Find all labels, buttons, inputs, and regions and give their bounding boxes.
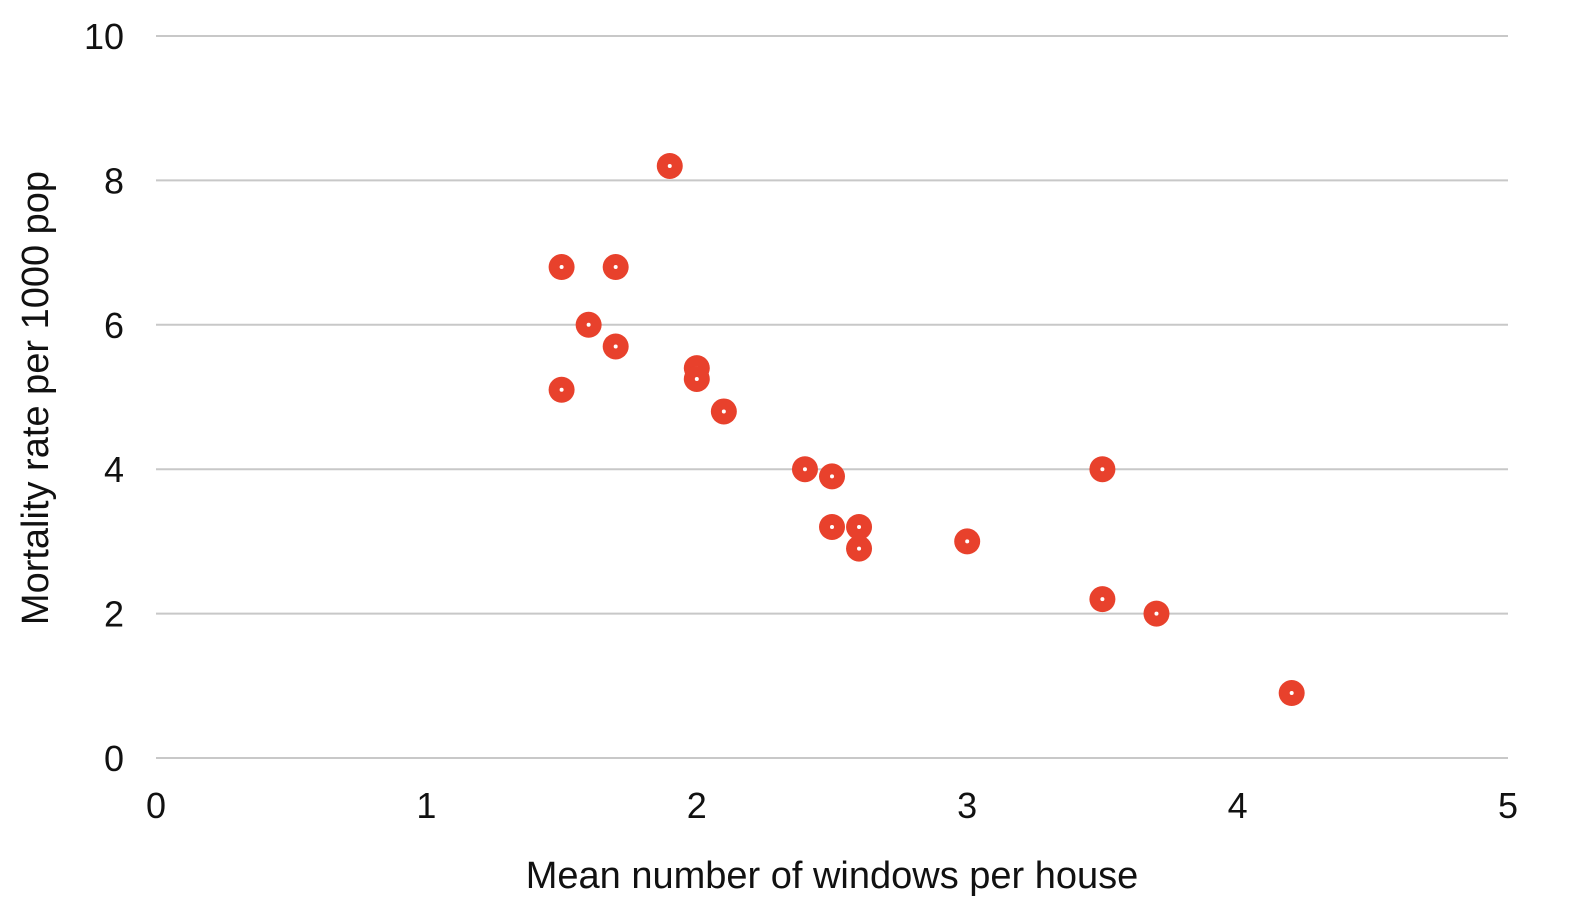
data-point bbox=[656, 152, 683, 179]
data-point-center bbox=[721, 409, 726, 414]
data-point-center bbox=[802, 467, 807, 472]
data-point bbox=[819, 513, 845, 540]
y-axis-title: Mortality rate per 1000 pop bbox=[15, 171, 57, 625]
data-point bbox=[954, 528, 981, 555]
data-point bbox=[846, 535, 873, 562]
data-point-center bbox=[1289, 691, 1294, 696]
data-point-center bbox=[1100, 597, 1105, 602]
y-tick-label: 6 bbox=[104, 305, 124, 346]
data-point-center bbox=[559, 387, 564, 392]
data-point-center bbox=[1154, 611, 1159, 616]
x-axis-ticks: 0 1 2 3 4 5 bbox=[146, 785, 1518, 826]
y-tick-label: 8 bbox=[104, 160, 124, 201]
x-tick-label: 0 bbox=[146, 785, 166, 826]
data-point bbox=[548, 376, 575, 403]
data-point bbox=[602, 254, 629, 281]
data-point bbox=[819, 463, 845, 490]
data-point bbox=[1143, 600, 1170, 627]
x-tick-label: 2 bbox=[687, 785, 707, 826]
data-point bbox=[791, 456, 818, 483]
x-tick-label: 5 bbox=[1498, 785, 1518, 826]
data-point bbox=[548, 254, 575, 281]
data-point-center bbox=[857, 524, 862, 529]
data-point bbox=[1089, 586, 1116, 613]
data-point bbox=[602, 333, 629, 360]
data-point-center bbox=[613, 344, 618, 349]
data-point-center bbox=[965, 539, 970, 544]
data-point bbox=[1278, 680, 1305, 707]
gridlines bbox=[156, 35, 1508, 759]
data-points bbox=[548, 152, 1305, 707]
y-tick-label: 10 bbox=[84, 16, 124, 57]
data-point-center bbox=[667, 163, 672, 168]
data-point bbox=[1089, 456, 1116, 483]
data-point-center bbox=[586, 322, 591, 327]
data-point-center bbox=[559, 265, 564, 270]
data-point-center bbox=[857, 546, 862, 551]
y-tick-label: 4 bbox=[104, 449, 124, 490]
data-point bbox=[575, 311, 602, 338]
x-axis-title: Mean number of windows per house bbox=[526, 855, 1139, 897]
data-point bbox=[846, 513, 873, 540]
x-tick-label: 1 bbox=[416, 785, 436, 826]
data-point-center bbox=[830, 474, 834, 479]
data-point bbox=[683, 365, 710, 392]
x-tick-label: 3 bbox=[957, 785, 977, 826]
x-tick-label: 4 bbox=[1228, 785, 1248, 826]
data-point-center bbox=[830, 524, 834, 529]
y-tick-label: 0 bbox=[104, 738, 124, 779]
y-axis-ticks: 0 2 4 6 8 10 bbox=[84, 16, 124, 779]
data-point-center bbox=[613, 265, 618, 270]
data-point-center bbox=[1100, 467, 1105, 472]
data-point bbox=[710, 398, 737, 425]
data-point-center bbox=[694, 376, 699, 381]
y-tick-label: 2 bbox=[104, 594, 124, 635]
